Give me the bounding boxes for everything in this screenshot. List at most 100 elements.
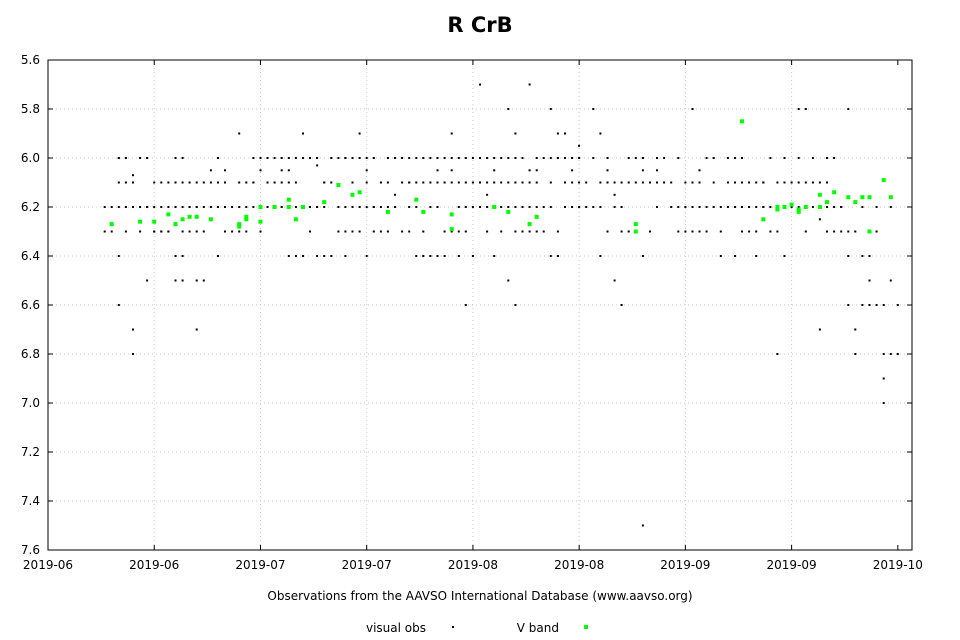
visual-obs-point	[337, 230, 340, 233]
visual-obs-point	[302, 132, 304, 135]
visual-obs-point	[266, 157, 269, 159]
visual-obs-point	[259, 169, 262, 172]
v-band-point	[796, 207, 801, 212]
visual-obs-point	[691, 181, 694, 184]
visual-obs-point	[372, 206, 375, 208]
visual-obs-point	[209, 206, 212, 208]
visual-obs-point	[408, 230, 411, 233]
visual-obs-point	[797, 181, 800, 184]
visual-obs-point	[826, 230, 828, 233]
visual-obs-point	[521, 230, 524, 233]
visual-obs-point	[358, 230, 361, 233]
visual-obs-point	[294, 206, 297, 208]
visual-obs-point	[599, 181, 602, 184]
visual-obs-point	[252, 206, 255, 208]
visual-obs-point	[811, 206, 814, 208]
visual-obs-point	[514, 304, 517, 306]
visual-obs-point	[641, 157, 644, 159]
visual-obs-point	[365, 169, 368, 172]
visual-obs-point	[889, 279, 892, 282]
visual-obs-point	[365, 255, 368, 257]
visual-obs-point	[457, 157, 460, 159]
visual-obs-point	[153, 230, 156, 233]
v-band-point	[817, 192, 822, 197]
visual-obs-point	[556, 230, 559, 233]
visual-obs-point	[564, 157, 566, 159]
visual-obs-point	[464, 181, 467, 184]
visual-obs-point	[514, 230, 517, 233]
v-band-point	[286, 205, 291, 209]
v-band-point	[449, 212, 454, 217]
visual-obs-point	[507, 157, 510, 159]
visual-obs-point	[705, 157, 708, 159]
x-tick-label: 2019-07	[235, 558, 285, 572]
visual-obs-point	[245, 230, 248, 233]
visual-obs-point	[804, 181, 807, 184]
visual-obs-point	[287, 181, 290, 184]
y-axis-ticks: 5.6 5.8 6.0 6.2 6.4 6.6 6.8 7.0 7.2 7.4 7.6	[21, 53, 912, 557]
x-tick-label: 2019-09	[767, 558, 817, 572]
x-axis-label: Observations from the AAVSO Internationa…	[267, 589, 692, 603]
visual-obs-point	[224, 206, 226, 208]
visual-obs-point	[535, 169, 538, 172]
visual-obs-point	[202, 181, 205, 184]
visual-obs-point	[826, 157, 828, 159]
visual-obs-point	[698, 181, 701, 184]
visual-obs-point	[755, 255, 758, 257]
visual-obs-point	[379, 181, 382, 184]
visual-obs-point	[139, 157, 142, 159]
visual-obs-point	[202, 206, 205, 208]
visual-obs-point	[450, 132, 453, 135]
visual-obs-point	[209, 181, 212, 184]
visual-obs-point	[124, 181, 127, 184]
visual-obs-point	[592, 206, 595, 208]
v-band-point	[761, 217, 766, 222]
visual-obs-point	[117, 206, 120, 208]
v-band-point	[421, 209, 426, 214]
visual-obs-point	[302, 157, 304, 159]
x-tick-label: 2019-06	[23, 558, 73, 572]
x-tick-label: 2019-07	[342, 558, 392, 572]
visual-obs-point	[217, 206, 219, 208]
visual-obs-point	[726, 181, 729, 184]
visual-obs-point	[365, 157, 368, 159]
visual-obs-point	[741, 206, 743, 208]
visual-obs-point	[875, 206, 878, 208]
v-band-point	[385, 209, 390, 214]
visual-obs-point	[882, 353, 885, 355]
visual-obs-point	[535, 230, 538, 233]
visual-obs-point	[762, 206, 765, 208]
chart-title: R CrB	[447, 13, 512, 37]
visual-obs-point	[840, 230, 843, 233]
visual-obs-point	[202, 279, 205, 282]
visual-obs-point	[783, 181, 786, 184]
v-band-point	[152, 219, 157, 224]
x-tick-label: 2019-09	[660, 558, 710, 572]
visual-obs-point	[224, 181, 226, 184]
visual-obs-point	[641, 255, 644, 257]
visual-obs-point	[571, 181, 574, 184]
visual-obs-point	[245, 181, 248, 184]
visual-obs-point	[797, 157, 800, 159]
visual-obs-point	[627, 230, 630, 233]
visual-obs-point	[386, 206, 389, 208]
v-band-point	[187, 214, 192, 219]
visual-obs-point	[818, 328, 821, 331]
v-band-point	[258, 219, 263, 224]
visual-obs-point	[486, 181, 489, 184]
visual-obs-point	[443, 255, 446, 257]
visual-obs-point	[224, 169, 226, 172]
visual-obs-point	[280, 157, 283, 159]
visual-obs-point	[372, 230, 375, 233]
visual-obs-point	[854, 328, 857, 331]
visual-obs-point	[132, 328, 134, 331]
visual-obs-point	[457, 181, 460, 184]
visual-obs-point	[464, 304, 467, 306]
visual-obs-point	[627, 181, 630, 184]
visual-obs-point	[486, 230, 489, 233]
visual-obs-point	[882, 304, 885, 306]
visual-obs-point	[521, 157, 524, 159]
visual-obs-point	[450, 181, 453, 184]
visual-obs-point	[344, 230, 347, 233]
visual-obs-point	[287, 157, 290, 159]
